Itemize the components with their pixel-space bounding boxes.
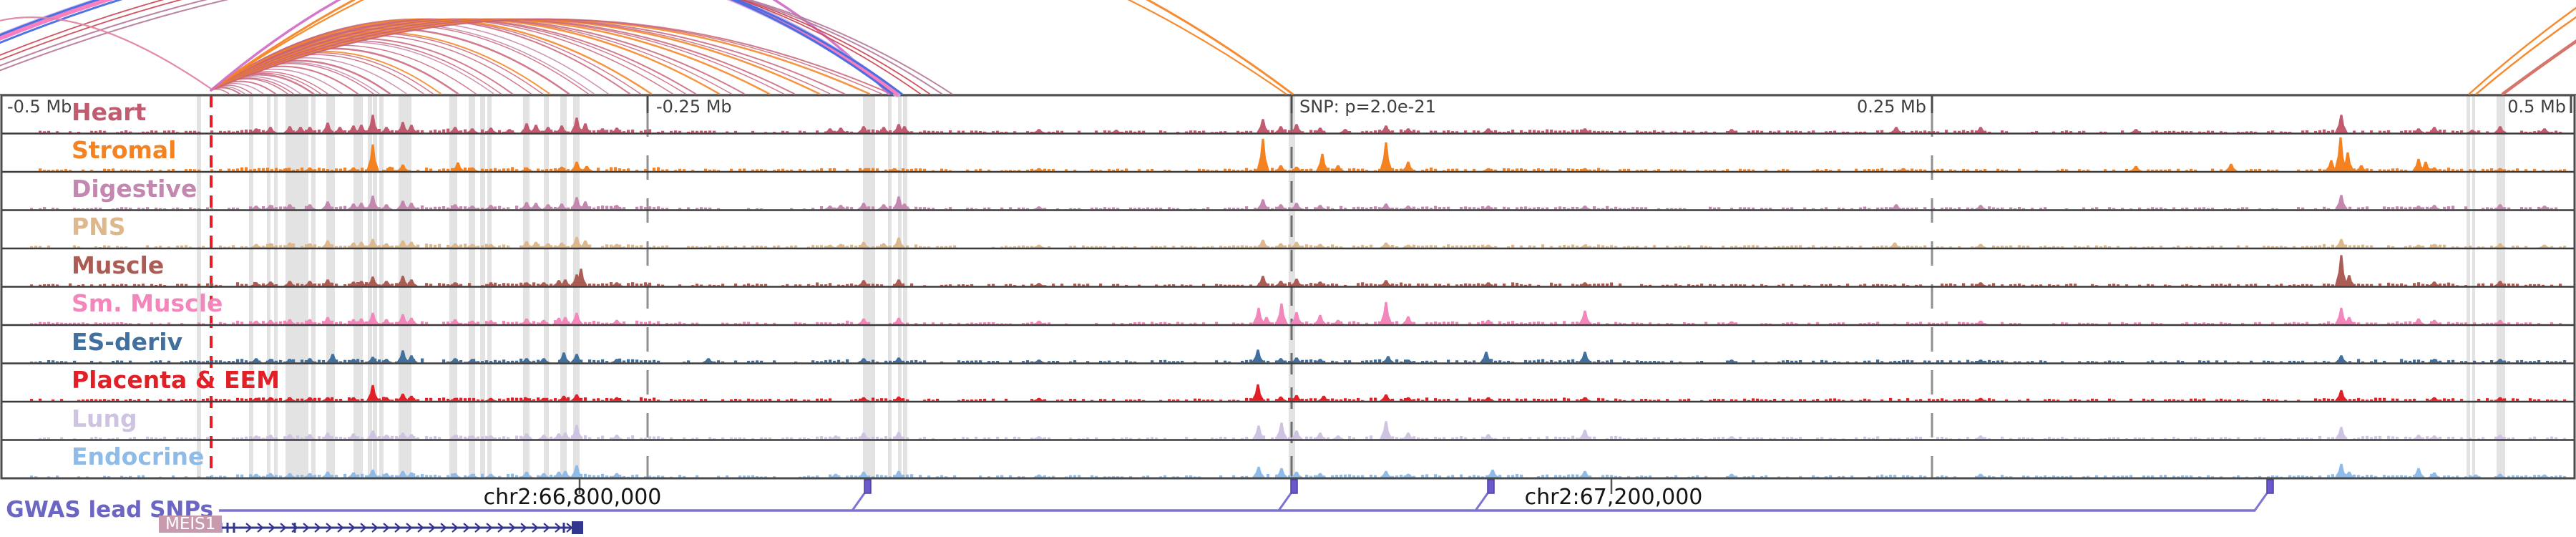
interaction-arcs[interactable] — [0, 0, 2576, 202]
chr-coordinate-left: chr2:66,800,000 — [483, 485, 662, 510]
gene-strand-arrow — [326, 523, 333, 533]
ruler-label-plus025: 0.25 Mb — [1856, 97, 1926, 117]
gene-strand-arrow — [394, 523, 401, 533]
snp-flag-marker[interactable] — [864, 479, 872, 494]
signal-track-digestive[interactable] — [30, 195, 2558, 210]
signal-track-lung[interactable] — [39, 421, 2567, 440]
gene-strand-arrow — [337, 523, 344, 533]
gene-end-exon-block — [572, 521, 583, 534]
snp-pvalue-label: SNP: p=2.0e-21 — [1299, 97, 1436, 117]
gene-strand-arrow — [555, 523, 562, 533]
gene-strand-arrow — [486, 523, 493, 533]
signal-area — [30, 236, 2567, 248]
gene-strand-arrow — [532, 523, 539, 533]
chr-coordinate-right: chr2:67,200,000 — [1524, 485, 1703, 510]
gene-strand-arrow — [291, 523, 298, 533]
gene-strand-arrow — [429, 523, 436, 533]
gene-strand-arrow — [371, 523, 379, 533]
gene-strand-arrow — [520, 523, 527, 533]
signal-area — [30, 384, 2567, 401]
gene-strand-arrow — [497, 523, 504, 533]
gene-strand-arrow — [280, 523, 287, 533]
signal-area — [30, 349, 2567, 363]
ruler-label-minus025: -0.25 Mb — [656, 97, 732, 117]
gene-strand-arrow — [543, 523, 550, 533]
gene-label-meis1[interactable]: MEIS1 — [159, 516, 223, 533]
gene-strand-arrow — [452, 523, 459, 533]
gene-strand-arrow — [463, 523, 470, 533]
track-label-endocrine[interactable]: Endocrine — [72, 442, 205, 470]
snp-flag-marker[interactable] — [1290, 479, 1298, 494]
gene-strand-arrow — [417, 523, 424, 533]
gene-strand-arrow — [348, 523, 356, 533]
gene-strand-arrow — [303, 523, 310, 533]
ruler-label-plus05: 0.5 Mb — [2507, 97, 2566, 117]
signal-track-muscle[interactable] — [30, 255, 2562, 286]
track-frame — [0, 94, 2576, 480]
track-label-muscle[interactable]: Muscle — [72, 251, 165, 279]
gridlines — [578, 95, 2572, 494]
gene-strand-arrow — [245, 523, 253, 533]
signal-area — [39, 137, 2567, 171]
snp-flag-marker[interactable] — [1487, 479, 1495, 494]
gene-model-meis1[interactable] — [217, 521, 583, 534]
gene-strand-arrow — [509, 523, 516, 533]
track-label-digestive[interactable]: Digestive — [72, 175, 197, 203]
signal-area — [39, 421, 2567, 440]
signal-track-pns[interactable] — [30, 236, 2567, 248]
gwas-snp-track[interactable] — [219, 479, 2274, 512]
signal-area — [30, 255, 2562, 286]
signal-area — [39, 115, 2562, 133]
gene-strand-arrow — [406, 523, 413, 533]
signal-track-placenta-eem[interactable] — [30, 384, 2567, 401]
snp-flag-marker[interactable] — [2266, 479, 2274, 494]
signal-area — [30, 301, 2562, 324]
gene-strand-arrow — [360, 523, 367, 533]
signal-track-endocrine[interactable] — [30, 463, 2567, 478]
gene-strand-arrow — [257, 523, 264, 533]
snp-flag-stem — [2253, 493, 2268, 511]
signal-area — [30, 195, 2558, 210]
signal-track-es-deriv[interactable] — [30, 349, 2567, 363]
signal-track-heart[interactable] — [39, 115, 2562, 133]
track-label-es-deriv[interactable]: ES-deriv — [72, 328, 183, 356]
ruler-label-minus05: -0.5 Mb — [7, 97, 72, 117]
gene-strand-arrow — [440, 523, 447, 533]
snp-flag-stem — [851, 493, 866, 511]
track-label-lung[interactable]: Lung — [72, 405, 137, 432]
snp-flag-stem — [1277, 493, 1292, 511]
signal-area — [30, 463, 2567, 478]
track-label-pns[interactable]: PNS — [72, 213, 126, 241]
track-label-stromal[interactable]: Stromal — [72, 136, 177, 164]
track-label-placenta[interactable]: Placenta & EEM — [72, 366, 280, 394]
gene-strand-arrow — [268, 523, 275, 533]
track-label-heart[interactable]: Heart — [72, 98, 147, 126]
signal-track-sm-muscle[interactable] — [30, 301, 2562, 324]
gene-strand-arrow — [314, 523, 321, 533]
gene-strand-arrow — [383, 523, 390, 533]
snp-flag-stem — [1474, 493, 1489, 511]
track-label-sm-muscle[interactable]: Sm. Muscle — [72, 289, 223, 317]
gene-strand-arrow — [474, 523, 482, 533]
signal-track-stromal[interactable] — [39, 137, 2567, 171]
